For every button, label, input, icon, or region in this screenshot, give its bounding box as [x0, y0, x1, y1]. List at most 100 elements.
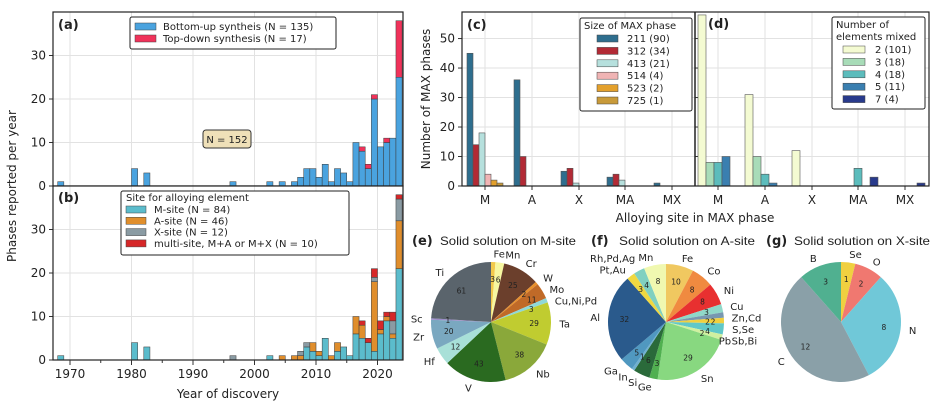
pie-label: Ni: [724, 286, 734, 297]
legend-label: 413 (21): [627, 59, 670, 70]
pie-slice-Mo: [491, 284, 547, 322]
bar-A-1: [752, 156, 762, 187]
bar-2022-series-0: [389, 137, 397, 187]
bar-2019-series-3: [371, 268, 378, 278]
bar-2013-series-0: [334, 168, 341, 187]
panel-label-d: (d): [708, 17, 729, 32]
bar-2002-series-0: [266, 355, 274, 361]
bar-2023-series-0: [395, 268, 403, 361]
pie-label: Fe: [682, 254, 693, 265]
y-tick-label: 0: [447, 179, 455, 193]
pie-label: Se: [849, 250, 862, 261]
bar-2022-series-2: [389, 320, 397, 335]
bar-M-2: [713, 162, 723, 187]
x-tick-label: 2010: [301, 367, 332, 381]
pie-value: 8: [700, 298, 705, 307]
bar-A-0: [744, 94, 754, 187]
bar-2020-series-0: [377, 146, 384, 187]
x-axis-label: Alloying site in MAX phase: [616, 211, 775, 225]
x-tick-label: M: [480, 193, 490, 207]
legend-label: 3 (18): [875, 57, 905, 68]
y-tick-label: 20: [31, 92, 46, 106]
x-tick-label: 2000: [239, 367, 270, 381]
bar-1982-series-0: [143, 346, 151, 361]
legend-label: 2 (101): [875, 45, 912, 56]
bar-2012-series-0: [328, 181, 335, 187]
pie-value: 32: [620, 315, 630, 324]
pie-slice-Al: [608, 278, 666, 360]
panel-label-c: (c): [467, 18, 487, 33]
pie-value: 3: [704, 308, 709, 317]
bar-2002-series-0: [266, 181, 274, 187]
bar-2017-series-0: [358, 150, 366, 187]
pie-value: 10: [671, 277, 681, 286]
bar-1980-series-0: [131, 168, 138, 187]
x-tick-label: M: [713, 193, 723, 207]
pie-slice-B: [801, 262, 841, 322]
x-tick-label: MA: [849, 193, 868, 207]
legend-label: multi-site, M+A or M+X (N = 10): [154, 239, 318, 250]
pie-value: 2: [700, 329, 705, 338]
bar-2022-series-3: [389, 311, 397, 322]
y-tick-label: 10: [31, 310, 46, 324]
pie-value: 1: [844, 275, 849, 284]
legend-label: 5 (11): [875, 82, 905, 93]
pie-label: Mn: [638, 253, 653, 264]
legend-label: M-site (N = 84): [154, 205, 230, 216]
pie-value: 43: [474, 359, 484, 368]
pie-value: 2: [522, 290, 527, 299]
legend-label: 7 (4): [875, 95, 899, 106]
bar-2017-series-0: [358, 338, 366, 361]
y-tick-label: 20: [31, 266, 46, 280]
bar-2016-series-0: [352, 333, 360, 361]
pie-value: 8: [881, 323, 886, 332]
bar-M-1: [705, 162, 715, 187]
bar-2020-series-0: [377, 333, 384, 361]
bar-2008-series-2: [303, 342, 311, 348]
bar-2010-series-1: [315, 351, 323, 356]
pie-slice-Rh-Pd-Ag: [634, 268, 666, 322]
legend-label: A-site (N = 46): [154, 216, 228, 227]
bar-2023-series-1: [395, 20, 403, 78]
pie-label: Mo: [550, 285, 565, 296]
y-tick-label: 30: [31, 49, 46, 63]
legend-swatch: [596, 47, 619, 55]
bar-2010-series-0: [315, 355, 323, 361]
legend-swatch: [125, 205, 147, 214]
x-tick-label: 1980: [116, 367, 147, 381]
bar-2018-series-0: [364, 168, 372, 187]
panel-label: (e): [412, 234, 433, 249]
pie-label: Zr: [413, 332, 425, 343]
legend-label: 211 (90): [627, 34, 670, 45]
pie-label: O: [873, 257, 881, 268]
bar-1968-series-0: [57, 181, 65, 187]
pie-value: 25: [508, 281, 518, 290]
bar-2020-series-1: [377, 329, 384, 335]
bar-2008-series-0: [303, 168, 311, 187]
legend-swatch: [596, 34, 619, 43]
bar-2016-series-0: [352, 142, 360, 187]
legend-label: 514 (4): [627, 71, 664, 82]
panel-label-a: (a): [58, 18, 79, 33]
pie-slice-W: [491, 281, 538, 322]
bar-2013-series-1: [334, 342, 341, 352]
bar-M-3: [484, 173, 492, 187]
bar-2019-series-1: [371, 281, 378, 352]
bar-2023-series-1: [395, 220, 403, 269]
pie-slice-Nb: [491, 322, 547, 381]
legend-swatch: [842, 70, 866, 79]
legend-title: Number of: [836, 20, 889, 31]
bar-2017-series-3: [358, 320, 366, 326]
bar-2010-series-0: [315, 177, 323, 187]
pie-slice-Ni: [666, 284, 722, 322]
bar-MA-0: [606, 176, 614, 187]
bar-MA-2: [618, 179, 626, 187]
legend-swatch: [134, 34, 157, 43]
bar-2007-series-2: [297, 351, 304, 356]
bar-2015-series-0: [346, 355, 354, 361]
pie-slice-C: [781, 277, 869, 382]
legend-swatch: [596, 59, 619, 68]
bar-M-3: [721, 156, 731, 187]
pie-label: Sc: [411, 315, 423, 326]
pie-slice-Fe: [666, 264, 693, 322]
